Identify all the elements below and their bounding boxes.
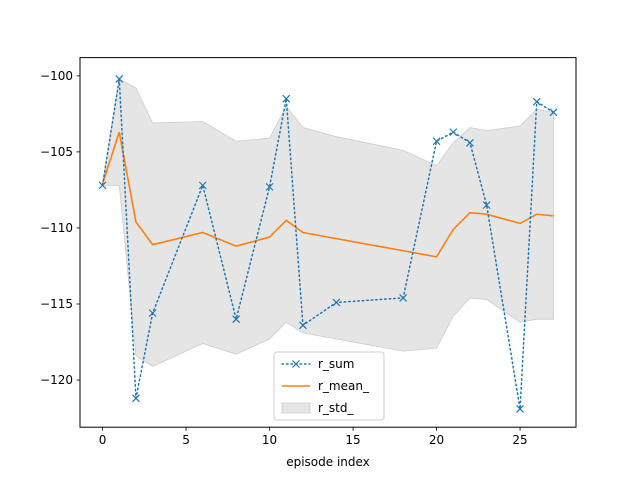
x-tick-label: 20 bbox=[429, 433, 444, 447]
y-tick-label: −105 bbox=[40, 145, 73, 159]
x-tick-label: 0 bbox=[99, 433, 107, 447]
r-sum-point bbox=[198, 181, 207, 190]
series-line-r-mean bbox=[101, 131, 554, 258]
series-line-r-sum bbox=[101, 78, 555, 410]
y-tick-label: −100 bbox=[40, 69, 73, 83]
legend: r_sum r_mean_ r_std_ bbox=[273, 351, 385, 421]
legend-marker-r-sum bbox=[292, 360, 300, 368]
x-axis: 0 5 10 15 20 25 bbox=[99, 427, 528, 447]
r-sum-point bbox=[432, 137, 441, 146]
r-sum-point bbox=[98, 181, 107, 190]
r-sum-point bbox=[232, 315, 241, 324]
plot-frame bbox=[79, 57, 577, 428]
r-sum-point bbox=[399, 293, 408, 302]
legend-label-r-mean: r_mean_ bbox=[318, 379, 370, 393]
y-tick-label: −115 bbox=[40, 297, 73, 311]
series-layer bbox=[98, 74, 558, 413]
x-axis-label: episode index bbox=[286, 455, 370, 469]
r-sum-point bbox=[516, 405, 524, 413]
x-tick-label: 5 bbox=[182, 433, 190, 447]
y-tick-label: −110 bbox=[40, 221, 73, 235]
r-sum-point bbox=[299, 321, 307, 330]
r-sum-point bbox=[466, 138, 474, 147]
legend-swatch-r-std bbox=[281, 402, 311, 414]
r-sum-point bbox=[132, 394, 140, 403]
r-sum-point bbox=[332, 298, 341, 307]
legend-label-r-sum: r_sum bbox=[318, 357, 354, 371]
r-sum-point bbox=[282, 94, 291, 103]
x-tick-label: 15 bbox=[345, 433, 360, 447]
std-band bbox=[102, 78, 554, 367]
legend-label-r-std: r_std_ bbox=[318, 401, 355, 415]
r-sum-point bbox=[449, 128, 458, 137]
r-sum-point bbox=[532, 97, 541, 106]
y-tick-label: −120 bbox=[40, 373, 73, 387]
band-layer bbox=[102, 78, 554, 367]
x-tick-label: 10 bbox=[262, 433, 277, 447]
r-sum-point bbox=[265, 182, 274, 191]
x-tick-label: 25 bbox=[512, 433, 527, 447]
y-axis: −120 −115 −110 −105 −100 bbox=[40, 69, 80, 387]
r-sum-point bbox=[549, 108, 558, 117]
r-sum-point bbox=[115, 74, 124, 83]
r-sum-point bbox=[148, 309, 157, 318]
r-sum-point bbox=[482, 201, 491, 210]
